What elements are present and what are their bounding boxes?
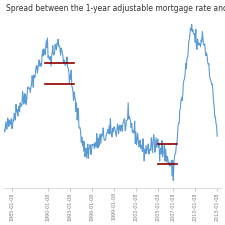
Text: Spread between the 1-year adjustable mortgage rate and the 1-year treasury bill : Spread between the 1-year adjustable mor… [6,4,225,13]
